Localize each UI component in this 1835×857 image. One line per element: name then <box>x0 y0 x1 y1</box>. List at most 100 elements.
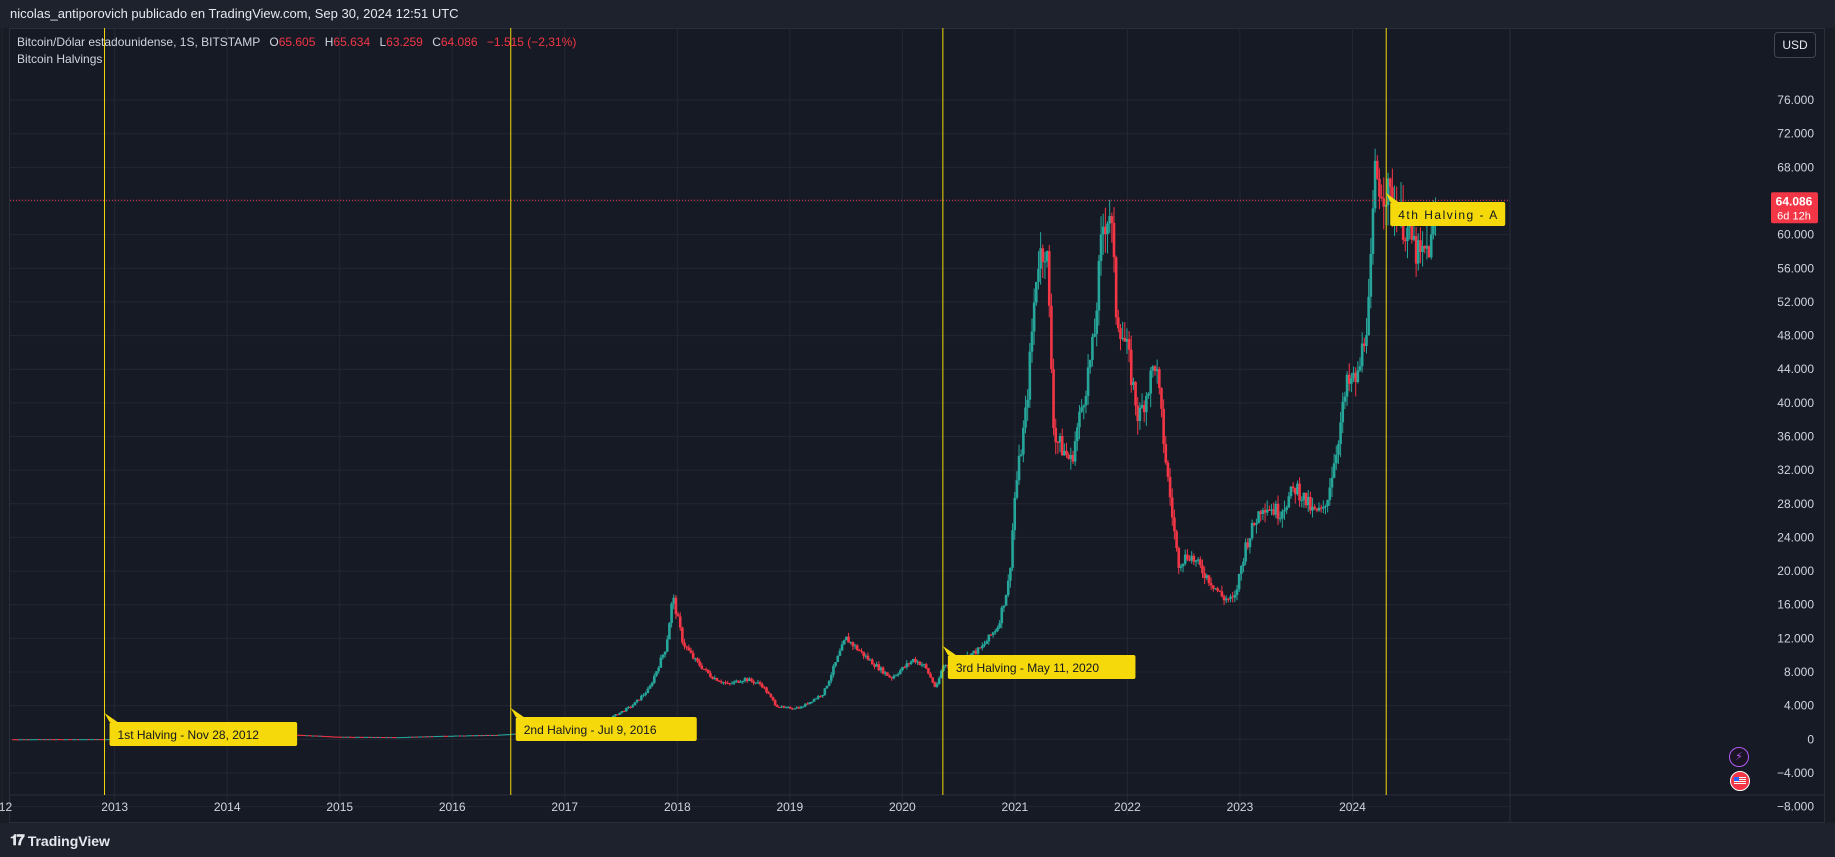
candle-body <box>737 680 740 683</box>
candle-body <box>428 736 432 738</box>
candle-body <box>1199 559 1202 566</box>
candle-body <box>1315 508 1319 511</box>
candle-body <box>381 737 384 739</box>
y-tick-label: 72.000 <box>1777 127 1814 141</box>
y-tick-label: 24.000 <box>1777 530 1814 544</box>
y-tick-label: 8.000 <box>1784 665 1814 679</box>
candle-body <box>892 675 896 679</box>
candle-body <box>20 739 24 741</box>
candle-body <box>1319 507 1323 509</box>
x-tick-label: 2024 <box>1339 800 1366 814</box>
candle-body <box>327 736 330 738</box>
candle-body <box>732 681 736 684</box>
candle-body <box>53 739 56 741</box>
candle-body <box>1252 522 1256 525</box>
candle-body <box>1328 487 1332 501</box>
legend-low-label: L <box>379 35 387 49</box>
candle-body <box>620 711 624 713</box>
candle-body <box>1170 497 1174 518</box>
candle-body <box>1004 595 1008 606</box>
legend-indicator[interactable]: Bitcoin Halvings <box>17 52 103 66</box>
candle-body <box>771 696 775 701</box>
candle-body <box>484 734 488 736</box>
candle-body <box>1134 381 1137 406</box>
candle-body <box>1309 496 1312 511</box>
candle-body <box>836 655 840 663</box>
candle-body <box>829 674 833 681</box>
candle-body <box>40 739 43 741</box>
tradingview-logo[interactable]: 𝟏𝟕 TradingView <box>10 832 110 849</box>
candle-body <box>314 735 317 737</box>
candle-body <box>1347 374 1351 384</box>
candle-body <box>627 706 630 709</box>
candle-body <box>1166 462 1170 477</box>
candle-body <box>931 677 935 683</box>
candle-body <box>512 733 516 735</box>
candle-body <box>1028 351 1032 400</box>
candle-body <box>1250 522 1254 539</box>
lightning-icon[interactable]: ⚡ <box>1729 747 1749 767</box>
candle-body <box>55 739 58 741</box>
candle-body <box>778 707 781 709</box>
candle-body <box>1065 450 1068 455</box>
candle-body <box>1287 496 1291 508</box>
candle-body <box>1000 607 1004 624</box>
candle-body <box>22 739 26 741</box>
y-tick-label: 60.000 <box>1777 228 1814 242</box>
candle-body <box>834 662 837 667</box>
candle-body <box>361 736 365 738</box>
candle-body <box>795 707 799 709</box>
us-flag-icon[interactable] <box>1730 771 1750 791</box>
candle-body <box>808 702 812 705</box>
candle-body <box>448 735 451 737</box>
candle-body <box>782 706 786 708</box>
candle-body <box>914 659 917 663</box>
candle-body <box>1078 411 1081 428</box>
candle-body <box>1363 343 1366 346</box>
candle-body <box>1164 444 1168 463</box>
candle-body <box>1203 573 1206 579</box>
candle-body <box>1125 339 1129 342</box>
candle-body <box>458 735 462 737</box>
candle-body <box>385 737 389 739</box>
currency-button[interactable]: USD <box>1774 32 1816 58</box>
chart-legend: Bitcoin/Dólar estadounidense, 1S, BITSTA… <box>17 34 576 68</box>
candle-body <box>855 645 859 650</box>
candle-body <box>685 646 688 648</box>
candle-body <box>1354 372 1357 383</box>
chart-frame[interactable] <box>9 28 1825 823</box>
candle-body <box>877 664 881 671</box>
candle-body <box>817 695 820 699</box>
candle-body <box>812 699 816 702</box>
candle-body <box>31 739 35 741</box>
candle-body <box>793 708 796 710</box>
candle-body <box>858 649 861 651</box>
candle-body <box>741 681 745 683</box>
candle-body <box>706 669 710 674</box>
candle-body <box>851 642 855 647</box>
candle-body <box>942 666 945 671</box>
legend-high-label: H <box>324 35 334 49</box>
candle-body <box>920 664 924 666</box>
candle-body <box>1289 486 1293 497</box>
candle-body <box>883 672 887 674</box>
candle-body <box>689 650 693 654</box>
legend-symbol[interactable]: Bitcoin/Dólar estadounidense, 1S, BITSTA… <box>17 35 261 49</box>
candle-body <box>1382 198 1386 207</box>
x-tick-label: 2021 <box>1002 800 1029 814</box>
candle-body <box>1123 337 1127 342</box>
bar-countdown: 6d 12h <box>1777 210 1811 222</box>
candle-body <box>1270 509 1273 511</box>
candle-body <box>825 685 829 689</box>
y-tick-label: 20.000 <box>1777 564 1814 578</box>
candle-body <box>1022 427 1025 455</box>
candle-body <box>368 736 371 738</box>
candle-body <box>801 706 805 708</box>
candle-body <box>694 658 697 660</box>
candle-body <box>467 735 471 737</box>
candle-body <box>644 693 647 695</box>
halving-label: 2nd Halving - Jul 9, 2016 <box>524 723 657 737</box>
candle-body <box>1183 554 1187 564</box>
candle-body <box>911 659 915 662</box>
